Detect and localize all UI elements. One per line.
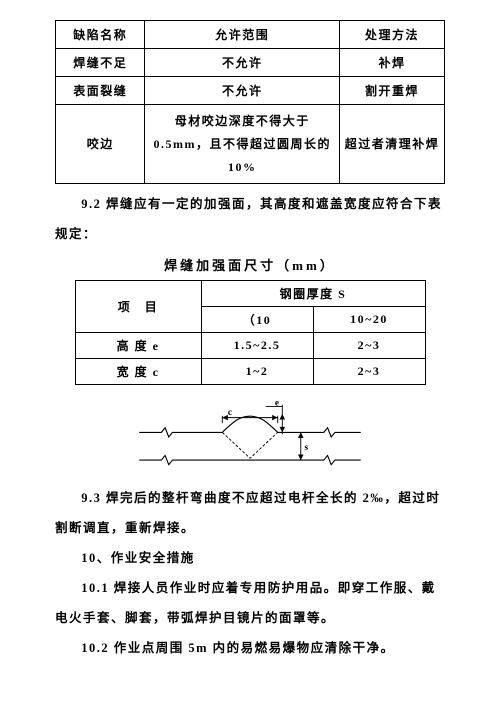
bottom-edge: [139, 456, 361, 465]
cell: 不允许: [145, 77, 340, 105]
para-9-2: 9.2 焊缝应有一定的加强面，其高度和遮盖宽度应符合下表规定：: [55, 189, 445, 249]
reinforce-table: 项 目 钢圈厚度 S （10 10~20 高 度 e 1.5~2.5 2~3 宽…: [75, 280, 426, 385]
table2-caption: 焊缝加强面尺寸（mm）: [55, 255, 445, 274]
para-10: 10、作业安全措施: [55, 543, 445, 573]
th-sub-1: （10: [201, 307, 313, 333]
arrowhead-icon: [298, 433, 304, 439]
table-row: 高 度 e 1.5~2.5 2~3: [75, 333, 425, 359]
table-row: 表面裂缝 不允许 割开重焊: [56, 77, 445, 105]
cell: 补焊: [339, 49, 444, 77]
cell: 1.5~2.5: [201, 333, 313, 359]
label-s: s: [304, 442, 309, 452]
weld-diagram: c e s: [55, 393, 445, 483]
para-10-1: 10.1 焊接人员作业时应着专用防护用品。即穿工作服、戴电火手套、脚套，带弧焊护…: [55, 573, 445, 633]
table-row: 项 目 钢圈厚度 S: [75, 281, 425, 307]
table-row: 宽 度 c 1~2 2~3: [75, 359, 425, 385]
table-row: 咬边 母材咬边深度不得大于 0.5mm，且不得超过圆周长的 10% 超过者清理补…: [56, 105, 445, 184]
defects-table: 缺陷名称 允许范围 处理方法 焊缝不足 不允许 补焊 表面裂缝 不允许 割开重焊…: [55, 20, 445, 184]
cell: 表面裂缝: [56, 77, 145, 105]
th-allowed-range: 允许范围: [145, 21, 340, 49]
cell: 不允许: [145, 49, 340, 77]
paragraphs: 9.3 焊完后的整杆弯曲度不应超过电杆全长的 2‰，超过时割断调直，重新焊接。 …: [55, 483, 445, 663]
weld-diagram-svg: c e s: [130, 393, 370, 481]
table-row: 缺陷名称 允许范围 处理方法: [56, 21, 445, 49]
cell: 焊缝不足: [56, 49, 145, 77]
arrowhead-icon: [272, 415, 278, 421]
cell: 咬边: [56, 105, 145, 184]
cell: 2~3: [313, 359, 425, 385]
para-9-3: 9.3 焊完后的整杆弯曲度不应超过电杆全长的 2‰，超过时割断调直，重新焊接。: [55, 483, 445, 543]
cell: 2~3: [313, 333, 425, 359]
cell: 割开重焊: [339, 77, 444, 105]
th-treatment: 处理方法: [339, 21, 444, 49]
arrowhead-icon: [298, 455, 304, 461]
cell: 宽 度 c: [75, 359, 201, 385]
th-defect-name: 缺陷名称: [56, 21, 145, 49]
cell: 超过者清理补焊: [339, 105, 444, 184]
th-project: 项 目: [75, 281, 201, 333]
label-c: c: [228, 407, 233, 417]
arrowhead-icon: [280, 427, 286, 433]
cell: 1~2: [201, 359, 313, 385]
th-thickness-group: 钢圈厚度 S: [201, 281, 425, 307]
v-groove: [222, 433, 277, 459]
label-e: e: [275, 398, 280, 408]
para-10-2: 10.2 作业点周围 5m 内的易燃易爆物应清除干净。: [55, 633, 445, 663]
cell: 高 度 e: [75, 333, 201, 359]
table-row: 焊缝不足 不允许 补焊: [56, 49, 445, 77]
top-edge-with-bead: [139, 417, 361, 438]
arrowhead-icon: [280, 414, 286, 420]
th-sub-2: 10~20: [313, 307, 425, 333]
cell: 母材咬边深度不得大于 0.5mm，且不得超过圆周长的 10%: [145, 105, 340, 184]
